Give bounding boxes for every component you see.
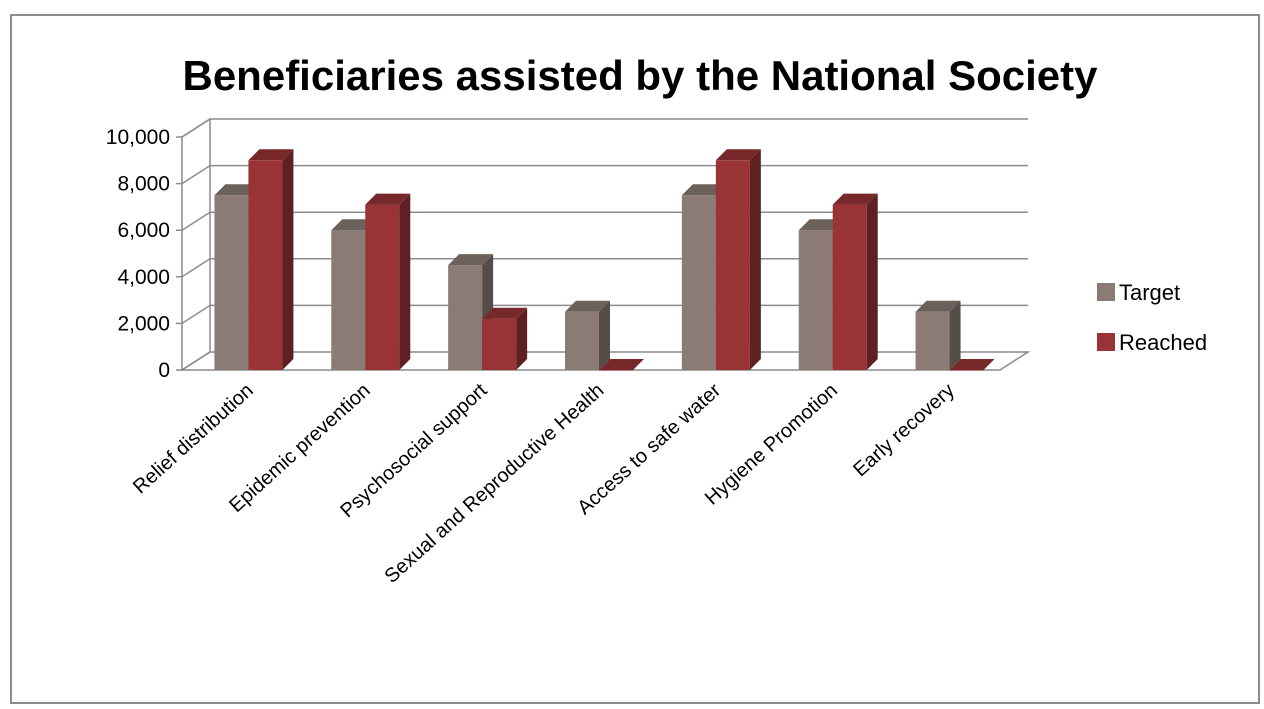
bar-reached [832,193,878,370]
side-wall [181,117,211,372]
y-tick-label: 2,000 [117,312,170,335]
y-tick-label: 0 [158,359,170,382]
y-tick-label: 6,000 [117,219,170,242]
gridline-depth [181,211,211,231]
y-tick-label: 10,000 [106,126,170,149]
category-label: Relief distribution [129,379,258,498]
gridline-depth [181,258,211,278]
bar-target [565,300,610,370]
category-label: Hygiene Promotion [701,379,842,509]
bar-reached [599,359,644,371]
bar-reached [482,307,528,370]
legend: Target Reached [1097,280,1207,355]
chart-title: Beneficiaries assisted by the National S… [182,52,1098,99]
legend-swatch-reached [1097,333,1115,351]
legend-label-reached: Reached [1119,330,1207,355]
y-tick-label: 4,000 [117,266,170,289]
gridline-depth [181,164,211,185]
category-label: Early recovery [849,379,959,481]
legend-label-target: Target [1119,280,1180,305]
legend-swatch-target [1097,283,1115,301]
y-axis-ticks: 0 2,000 4,000 6,000 8,000 10,000 [106,126,182,382]
gridline-depth [181,118,211,138]
gridline-depth [181,351,211,371]
y-tick-label: 8,000 [117,173,170,196]
bar-reached [949,359,995,371]
bar-reached [248,149,294,370]
category-label: Sexual and Reproductive Health [380,379,608,587]
bar-reached [365,193,411,370]
gridline-depth [181,304,211,325]
bars [214,149,995,371]
bar-reached [715,149,761,370]
bar-target [915,300,961,370]
